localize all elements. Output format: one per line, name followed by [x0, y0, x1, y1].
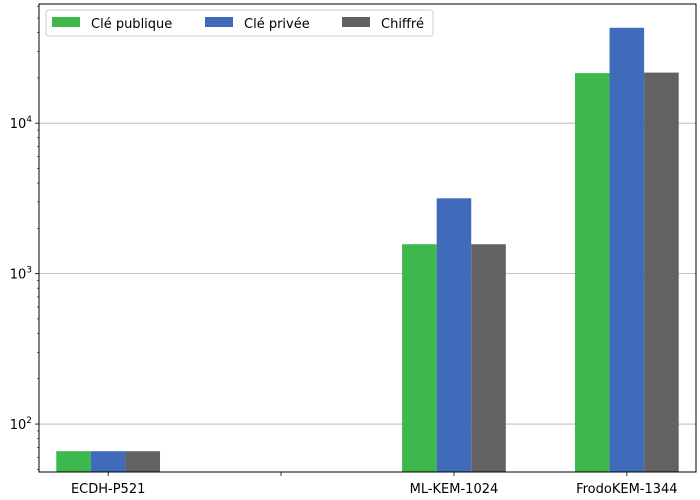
legend-box: [45, 9, 434, 37]
legend: Clé publique Clé privée Chiffré: [45, 9, 434, 37]
x-axis: ECDH-P521 ML-KEM-1024 FrodoKEM-1344: [71, 472, 678, 497]
y-tick-label: 104: [10, 115, 33, 132]
y-tick-exponent: 4: [26, 115, 32, 125]
bar: [56, 451, 91, 472]
bar: [125, 451, 161, 472]
legend-label: Clé publique: [91, 17, 172, 32]
bar: [436, 198, 472, 473]
bar: [609, 27, 645, 472]
y-tick-label: 103: [10, 266, 32, 283]
y-tick-exponent: 3: [26, 266, 32, 276]
x-tick-label: FrodoKEM-1344: [576, 482, 677, 497]
legend-label: Chiffré: [381, 17, 424, 32]
y-tick-base: 10: [10, 418, 27, 433]
bar: [471, 244, 506, 472]
plot-frame: [38, 3, 697, 473]
legend-swatch: [52, 17, 80, 27]
y-tick-label: 102: [10, 416, 32, 433]
y-tick-base: 10: [10, 117, 27, 132]
legend-swatch: [205, 17, 233, 27]
bar: [90, 451, 126, 472]
y-tick-exponent: 2: [26, 416, 32, 426]
x-tick-label: ECDH-P521: [71, 482, 145, 497]
bar: [644, 72, 679, 472]
bar: [402, 244, 437, 472]
legend-label: Clé privée: [244, 17, 310, 32]
bars: [56, 27, 679, 473]
y-tick-base: 10: [10, 268, 27, 283]
legend-swatch: [342, 17, 370, 27]
bar: [574, 73, 610, 473]
x-tick-label: ML-KEM-1024: [410, 482, 499, 497]
